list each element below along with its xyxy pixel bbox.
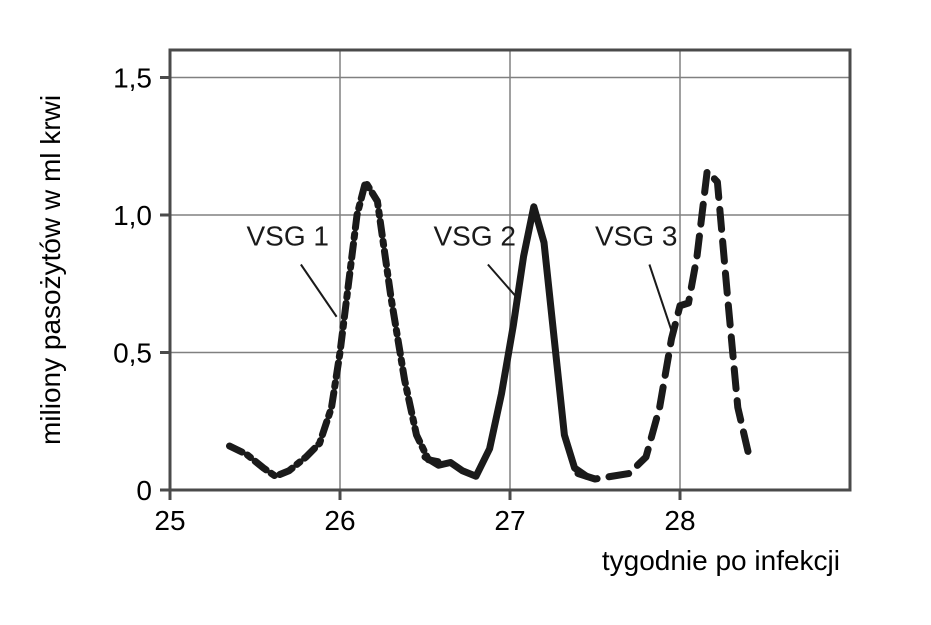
annotation-vsg-3: VSG 3 (595, 220, 677, 251)
svg-text:0: 0 (136, 475, 152, 506)
chart-container: 25 26 27 28 0 0,5 1,0 1,5 VSG 1 VSG 2 VSG 3 tygodni… (0, 0, 931, 625)
y-axis-label: miliony pasożytów w ml krwi (35, 95, 66, 445)
line-chart: 25 26 27 28 0 0,5 1,0 1,5 VSG 1 VSG 2 VSG 3 tygodni… (0, 0, 931, 625)
svg-text:1,0: 1,0 (113, 200, 152, 231)
svg-text:25: 25 (154, 505, 185, 536)
svg-text:28: 28 (664, 505, 695, 536)
svg-text:26: 26 (324, 505, 355, 536)
annotation-vsg-2: VSG 2 (434, 220, 516, 251)
annotation-vsg-1: VSG 1 (247, 220, 329, 251)
svg-text:1,5: 1,5 (113, 63, 152, 94)
svg-text:0,5: 0,5 (113, 338, 152, 369)
svg-text:27: 27 (494, 505, 525, 536)
x-axis-label: tygodnie po infekcji (602, 545, 840, 576)
